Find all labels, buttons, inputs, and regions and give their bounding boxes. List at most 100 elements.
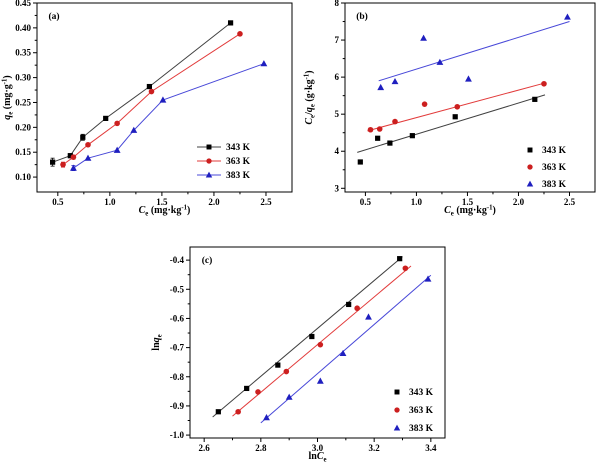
square-marker <box>146 83 153 90</box>
circle-marker <box>421 101 428 107</box>
y-tick-label: 3 <box>335 183 340 193</box>
y-tick-label: -0.6 <box>170 313 185 323</box>
x-tick-label: 0.5 <box>360 197 372 207</box>
panel-label: (a) <box>48 11 59 22</box>
triangle-marker <box>424 275 432 282</box>
triangle-marker <box>159 96 167 103</box>
subplot-b-ce-over-qe-vs-ce: 0.5 1.0 1.5 2.0 2.5 3 4 5 6 7 8 Ce (mg·kg-1) Ce/qe (… <box>303 0 596 218</box>
y-tick-label: -0.5 <box>170 284 185 294</box>
circle-marker <box>85 141 91 148</box>
triangle-marker <box>316 377 324 384</box>
triangle-marker <box>391 77 399 85</box>
x-tick-label: 0.5 <box>52 197 64 207</box>
fit-line <box>260 274 432 424</box>
square-marker <box>346 301 352 308</box>
triangle-marker <box>339 349 347 357</box>
series-343-k <box>50 20 234 167</box>
y-tick-label: 0.10 <box>15 172 31 182</box>
legend: 343 K 363 K 383 K <box>197 143 251 181</box>
y-tick-label: 0.25 <box>15 97 31 107</box>
triangle-marker <box>393 424 401 431</box>
series-343-k <box>357 94 546 165</box>
y-axis-label: Ce/qe (g·kg-1) <box>303 70 316 124</box>
y-tick-label: 0.35 <box>15 48 31 58</box>
legend: 343 K 363 K 383 K <box>393 388 434 434</box>
series-343-k <box>212 256 403 418</box>
fit-line <box>357 94 546 153</box>
x-axis-label: Ce (mg·kg-1) <box>444 204 496 217</box>
x-tick-label: 2.8 <box>255 443 267 453</box>
square-marker <box>532 96 538 102</box>
legend-label: 363 K <box>542 163 567 173</box>
panel-label: (b) <box>356 11 368 22</box>
legend-label: 343 K <box>226 143 251 153</box>
triangle-marker <box>263 413 270 421</box>
legend-label: 343 K <box>409 388 434 398</box>
y-tick-label: 0.15 <box>15 147 31 157</box>
circle-marker <box>367 126 374 133</box>
square-marker <box>244 385 250 392</box>
y-tick-label: 8 <box>335 0 340 8</box>
series-383-k <box>260 274 432 424</box>
plot-border <box>344 2 596 193</box>
triangle-marker <box>285 393 293 400</box>
triangle-marker <box>564 13 571 20</box>
circle-marker <box>148 88 155 95</box>
x-tick-label: 1.0 <box>104 197 116 207</box>
triangle-marker <box>420 34 427 41</box>
circle-marker <box>376 126 383 132</box>
fit-line <box>212 256 403 418</box>
square-marker <box>309 333 315 340</box>
circle-marker <box>354 305 360 312</box>
legend: 343 K 363 K 383 K <box>526 146 567 190</box>
square-marker <box>80 134 86 140</box>
y-tick-label: 4 <box>335 146 340 156</box>
square-marker <box>397 256 403 262</box>
legend-label: 383 K <box>542 180 567 190</box>
circle-marker <box>237 31 243 37</box>
x-tick-label: 1.0 <box>411 197 423 207</box>
triangle-marker <box>205 171 213 178</box>
x-tick-label: 2.6 <box>199 443 211 453</box>
subplot-c-lnqe-vs-lnce: 2.6 2.8 3.0 3.2 3.4 -1.0 -0.9 -0.8 -0.7 -0.6 -0.5 -… <box>151 246 446 463</box>
circle-marker <box>114 120 120 127</box>
fit-line <box>232 265 412 417</box>
x-tick-label: 1.5 <box>156 197 168 207</box>
y-tick-label: 0.30 <box>15 73 31 83</box>
square-marker <box>387 140 393 146</box>
circle-marker <box>392 118 398 125</box>
circle-marker <box>454 103 461 110</box>
x-tick-label: 2.0 <box>208 197 220 207</box>
square-marker <box>375 135 381 141</box>
y-tick-label: -0.4 <box>170 255 185 265</box>
square-marker <box>103 115 109 121</box>
y-tick-label: 0.40 <box>15 23 31 33</box>
triangle-marker <box>260 60 268 67</box>
circle-marker <box>283 368 290 375</box>
square-marker <box>527 147 533 153</box>
circle-marker <box>70 154 77 160</box>
y-tick-label: 0.20 <box>15 122 31 132</box>
circle-marker <box>255 389 261 395</box>
plot-border <box>189 246 446 439</box>
y-tick-label: 5 <box>335 109 340 119</box>
circle-marker <box>394 407 400 413</box>
x-tick-label: 3.4 <box>425 443 437 453</box>
x-tick-label: 1.5 <box>462 197 474 207</box>
circle-marker <box>317 341 324 348</box>
series-383-k <box>377 13 571 91</box>
panel-label: (c) <box>202 255 213 266</box>
x-tick-label: 3.0 <box>312 443 324 453</box>
circle-marker <box>206 158 212 164</box>
square-marker <box>452 114 458 120</box>
x-tick-label: 2.5 <box>564 197 576 207</box>
circle-marker <box>527 164 533 170</box>
square-marker <box>227 20 234 26</box>
square-marker <box>409 133 415 139</box>
y-axis-label: lnqe <box>151 334 164 350</box>
y-tick-label: -0.7 <box>170 343 185 353</box>
triangle-marker <box>465 75 472 82</box>
triangle-marker <box>377 83 385 91</box>
triangle-marker <box>84 154 92 161</box>
square-marker <box>50 159 56 165</box>
